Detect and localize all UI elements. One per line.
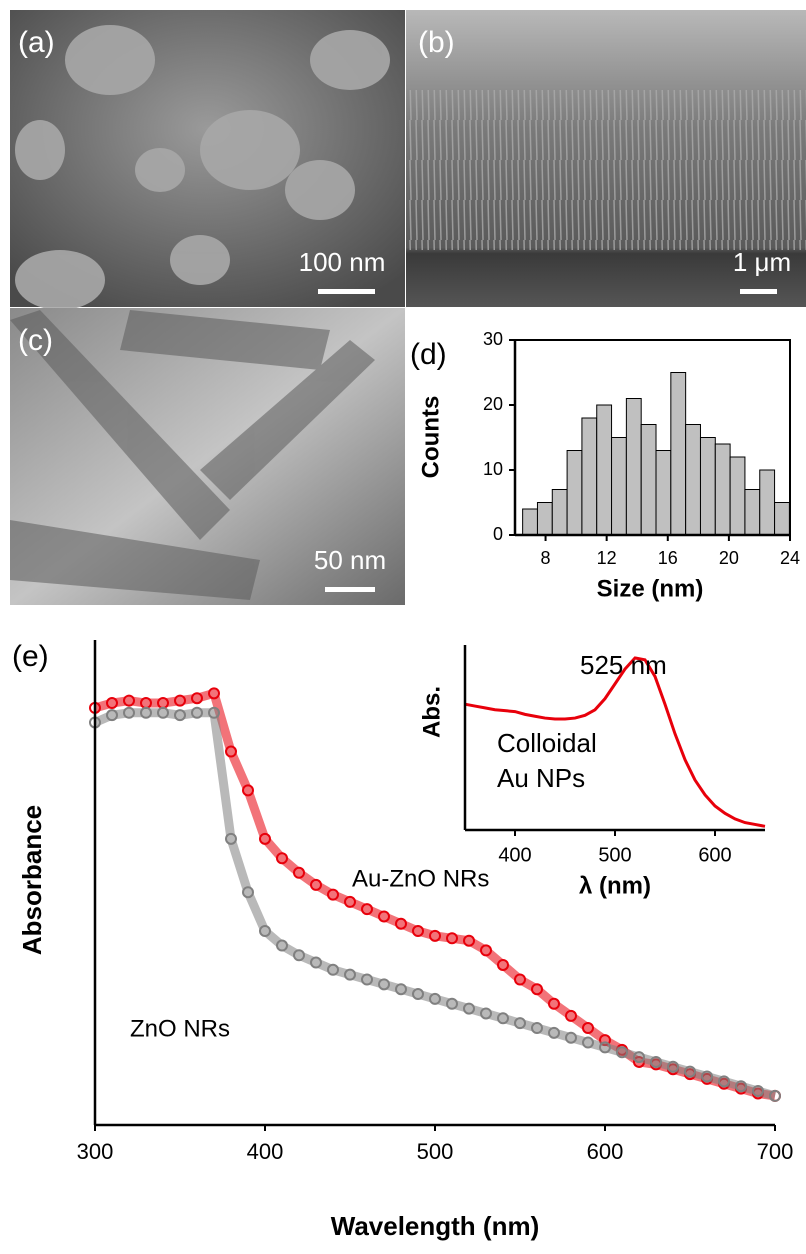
y-tick-label: 30 bbox=[483, 329, 503, 349]
bar bbox=[700, 438, 715, 536]
panel-label: (a) bbox=[18, 26, 55, 59]
y-axis-label: Counts bbox=[417, 396, 444, 479]
scale-bar-label: 1 μm bbox=[733, 247, 791, 277]
scale-bar bbox=[325, 587, 375, 592]
panel-c: (c) 50 nm bbox=[10, 308, 405, 605]
bar bbox=[686, 425, 701, 536]
x-axis-label: λ (nm) bbox=[579, 872, 651, 899]
bar bbox=[760, 470, 775, 535]
y-axis-label: Absorbance bbox=[17, 805, 47, 955]
series-label: ZnO NRs bbox=[130, 1015, 230, 1042]
x-tick-label: 500 bbox=[598, 844, 631, 866]
bar bbox=[537, 503, 552, 536]
x-tick-label: 16 bbox=[658, 548, 678, 568]
x-tick-label: 300 bbox=[77, 1139, 114, 1164]
x-tick-label: 8 bbox=[541, 548, 551, 568]
x-tick-label: 400 bbox=[498, 844, 531, 866]
scale-bar-label: 50 nm bbox=[314, 545, 386, 575]
y-tick-label: 10 bbox=[483, 459, 503, 479]
x-tick-label: 600 bbox=[587, 1139, 624, 1164]
x-tick-label: 600 bbox=[698, 844, 731, 866]
x-tick-label: 700 bbox=[757, 1139, 794, 1164]
panel-label: (b) bbox=[418, 26, 455, 59]
bar bbox=[582, 418, 597, 535]
bar bbox=[626, 399, 641, 536]
panel-label: (c) bbox=[18, 324, 53, 357]
bar bbox=[552, 490, 567, 536]
bar bbox=[775, 503, 790, 536]
x-tick-label: 500 bbox=[417, 1139, 454, 1164]
y-axis-label: Abs. bbox=[418, 686, 445, 738]
x-tick-label: 20 bbox=[719, 548, 739, 568]
panel-b: (b) 1 μm bbox=[406, 10, 806, 307]
y-tick-label: 20 bbox=[483, 394, 503, 414]
x-tick-label: 24 bbox=[780, 548, 800, 568]
panel-label: (e) bbox=[12, 640, 49, 673]
page: (a) 100 nm (b) 1 μm (c) 50 nm 8 12 16 20 24 0… bbox=[0, 0, 806, 1254]
x-tick-label: 12 bbox=[597, 548, 617, 568]
x-axis-label: Size (nm) bbox=[597, 575, 704, 602]
bar bbox=[671, 373, 686, 536]
bar bbox=[641, 425, 656, 536]
panel-label: (d) bbox=[410, 338, 447, 371]
nanorods bbox=[406, 90, 806, 250]
annotation: Au NPs bbox=[497, 763, 585, 793]
bar bbox=[745, 490, 760, 536]
bar bbox=[715, 444, 730, 535]
scale-bar bbox=[740, 289, 777, 294]
bar bbox=[523, 509, 538, 535]
bar bbox=[567, 451, 582, 536]
bar bbox=[730, 457, 745, 535]
figure: (a) 100 nm (b) 1 μm (c) 50 nm 8 12 16 20 24 0… bbox=[0, 0, 806, 1249]
y-tick-label: 0 bbox=[493, 524, 503, 544]
annotation: 525 nm bbox=[580, 650, 667, 680]
bar bbox=[612, 438, 627, 536]
scale-bar-label: 100 nm bbox=[299, 247, 386, 277]
annotation: Colloidal bbox=[497, 728, 597, 758]
panel-a: (a) 100 nm bbox=[10, 10, 405, 310]
bar bbox=[597, 405, 612, 535]
scale-bar bbox=[318, 289, 375, 294]
series-label: Au-ZnO NRs bbox=[352, 865, 489, 892]
x-tick-label: 400 bbox=[247, 1139, 284, 1164]
x-axis-label: Wavelength (nm) bbox=[331, 1211, 539, 1241]
bar bbox=[656, 451, 671, 536]
